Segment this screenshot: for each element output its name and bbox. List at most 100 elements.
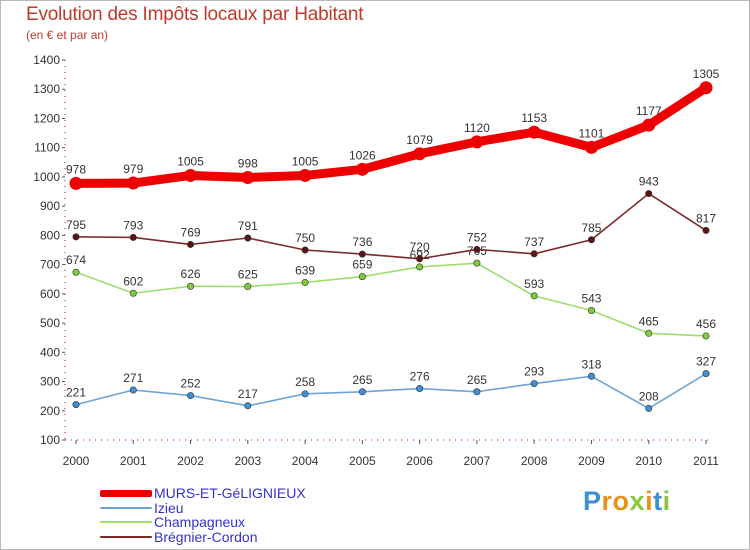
- y-tick-label: 800: [40, 228, 60, 242]
- data-point[interactable]: [244, 402, 252, 410]
- legend-item-champagneux[interactable]: Champagneux: [100, 515, 245, 529]
- y-tick-label: 1400: [33, 53, 60, 67]
- logo-letter: t: [653, 486, 663, 516]
- data-label: 1005: [292, 154, 319, 168]
- data-label: 602: [123, 274, 143, 288]
- x-tick-label: 2000: [63, 454, 90, 468]
- data-point[interactable]: [129, 233, 137, 241]
- x-tick-label: 2007: [464, 454, 491, 468]
- data-label: 217: [238, 387, 258, 401]
- data-point[interactable]: [129, 386, 137, 394]
- data-point[interactable]: [413, 147, 427, 161]
- data-point[interactable]: [416, 263, 424, 271]
- y-tick-label: 500: [40, 316, 60, 330]
- data-point[interactable]: [702, 332, 710, 340]
- data-point[interactable]: [699, 81, 713, 95]
- data-point[interactable]: [187, 240, 195, 248]
- y-tick-label: 1300: [33, 82, 60, 96]
- data-point[interactable]: [72, 401, 80, 409]
- data-label: 293: [524, 365, 544, 379]
- legend-swatch-champagneux: [100, 521, 152, 523]
- legend-swatch-izieu: [100, 507, 152, 509]
- series-line-1: [75, 372, 707, 410]
- data-point[interactable]: [416, 255, 424, 263]
- logo-letter: i: [645, 486, 654, 516]
- y-tick-label: 700: [40, 258, 60, 272]
- data-point[interactable]: [587, 236, 595, 244]
- data-label: 258: [295, 375, 315, 389]
- data-point[interactable]: [244, 234, 252, 242]
- data-point[interactable]: [645, 404, 653, 412]
- data-point[interactable]: [473, 388, 481, 396]
- legend-item-murs-et-gelignieux[interactable]: MURS-ET-GéLIGNIEUX: [100, 486, 306, 500]
- data-point[interactable]: [126, 176, 140, 190]
- y-tick-label: 1100: [34, 141, 60, 155]
- y-tick-label: 400: [40, 345, 60, 359]
- legend-item-izieu[interactable]: Izieu: [100, 501, 184, 515]
- data-point[interactable]: [72, 268, 80, 276]
- data-point[interactable]: [244, 283, 252, 291]
- data-label: 1305: [693, 67, 720, 81]
- legend-label-champagneux: Champagneux: [154, 514, 246, 530]
- data-label: 271: [123, 371, 143, 385]
- x-tick-label: 2008: [521, 454, 548, 468]
- data-point[interactable]: [416, 385, 424, 393]
- data-point[interactable]: [473, 245, 481, 253]
- data-point[interactable]: [530, 292, 538, 300]
- data-label: 626: [181, 267, 201, 281]
- data-point[interactable]: [587, 307, 595, 315]
- logo-letter: x: [629, 486, 646, 516]
- legend-item-bregnier-cordon[interactable]: Brégnier-Cordon: [100, 530, 258, 544]
- data-point[interactable]: [72, 233, 80, 241]
- data-point[interactable]: [702, 226, 710, 234]
- data-label: 208: [639, 389, 659, 403]
- data-point[interactable]: [69, 176, 83, 190]
- data-point[interactable]: [301, 390, 309, 398]
- data-label: 817: [696, 211, 716, 225]
- logo-letter: i: [662, 486, 671, 516]
- data-point[interactable]: [470, 135, 484, 149]
- data-label: 978: [66, 162, 86, 176]
- data-label: 252: [181, 377, 201, 391]
- data-point[interactable]: [702, 370, 710, 378]
- data-point[interactable]: [298, 168, 312, 182]
- x-tick-label: 2001: [120, 454, 147, 468]
- data-point[interactable]: [530, 250, 538, 258]
- data-point[interactable]: [358, 273, 366, 281]
- chart-title: Evolution des Impôts locaux par Habitant: [26, 4, 364, 25]
- data-point[interactable]: [358, 388, 366, 396]
- data-point[interactable]: [645, 190, 653, 198]
- data-point[interactable]: [473, 259, 481, 267]
- data-point[interactable]: [187, 392, 195, 400]
- data-point[interactable]: [645, 329, 653, 337]
- data-label: 221: [66, 386, 86, 400]
- data-label: 785: [581, 221, 601, 235]
- data-point[interactable]: [358, 250, 366, 258]
- legend-label-bregnier-cordon: Brégnier-Cordon: [154, 529, 258, 545]
- data-label: 276: [410, 370, 430, 384]
- plot-area: [65, 60, 708, 440]
- data-point[interactable]: [587, 372, 595, 380]
- data-point[interactable]: [129, 289, 137, 297]
- data-label: 752: [467, 230, 487, 244]
- data-point[interactable]: [584, 140, 598, 154]
- data-point[interactable]: [241, 171, 255, 185]
- data-label: 1177: [636, 104, 662, 118]
- data-point[interactable]: [184, 168, 198, 182]
- data-point[interactable]: [301, 246, 309, 254]
- data-label: 795: [66, 218, 86, 232]
- data-label: 593: [524, 277, 544, 291]
- data-point[interactable]: [642, 118, 656, 132]
- data-point[interactable]: [355, 162, 369, 176]
- legend-swatch-murs-et-gelignieux: [100, 489, 152, 497]
- series-line-3: [75, 192, 707, 260]
- x-tick-label: 2011: [693, 454, 719, 468]
- data-point[interactable]: [301, 278, 309, 286]
- data-label: 265: [467, 373, 487, 387]
- x-tick-label: 2010: [635, 454, 662, 468]
- series-line-0: [71, 83, 711, 188]
- data-point[interactable]: [187, 282, 195, 290]
- data-point[interactable]: [530, 380, 538, 388]
- data-point[interactable]: [527, 125, 541, 139]
